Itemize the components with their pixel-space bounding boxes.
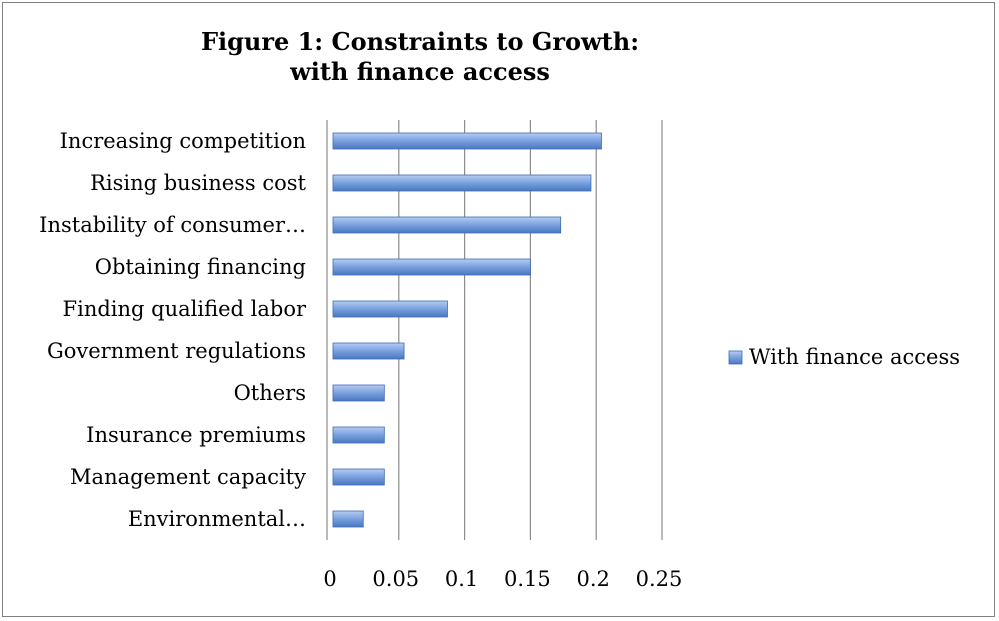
- bar-8: [332, 426, 385, 444]
- category-label-3: Instability of consumer…: [39, 213, 306, 237]
- category-label-6: Government regulations: [47, 339, 306, 363]
- x-tick-0.05: 0.05: [372, 567, 419, 591]
- category-label-8: Insurance premiums: [86, 423, 306, 447]
- category-label-5: Finding qualified labor: [63, 297, 307, 321]
- bar-2: [332, 174, 592, 192]
- bar-10: [332, 510, 364, 528]
- category-label-10: Environmental…: [128, 507, 306, 531]
- category-label-7: Others: [234, 381, 306, 405]
- category-label-2: Rising business cost: [90, 171, 306, 195]
- bar-9: [332, 468, 385, 486]
- bar-5: [332, 300, 448, 318]
- bar-7: [332, 384, 385, 402]
- bars: [332, 132, 602, 528]
- x-tick-0.2: 0.2: [576, 567, 609, 591]
- chart-title-line-1: Figure 1: Constraints to Growth:: [200, 27, 640, 56]
- bar-3: [332, 216, 562, 234]
- legend-label: With finance access: [749, 345, 960, 369]
- bar-1: [332, 132, 602, 150]
- bar-4: [332, 258, 531, 276]
- x-tick-0: 0: [323, 567, 336, 591]
- chart-title: Figure 1: Constraints to Growth: with fi…: [200, 27, 640, 87]
- chart-title-line-2: with finance access: [290, 57, 550, 86]
- x-tick-labels: 0 0.05 0.1 0.15 0.2 0.25: [323, 567, 682, 591]
- category-label-9: Management capacity: [70, 465, 306, 489]
- category-labels: Increasing competition Rising business co…: [39, 129, 307, 531]
- x-tick-0.15: 0.15: [504, 567, 551, 591]
- x-tick-0.25: 0.25: [636, 567, 683, 591]
- category-label-4: Obtaining financing: [95, 255, 306, 279]
- category-label-1: Increasing competition: [60, 129, 306, 153]
- bar-6: [332, 342, 405, 360]
- legend: With finance access: [728, 345, 960, 369]
- legend-swatch: [728, 350, 743, 365]
- x-tick-0.1: 0.1: [445, 567, 478, 591]
